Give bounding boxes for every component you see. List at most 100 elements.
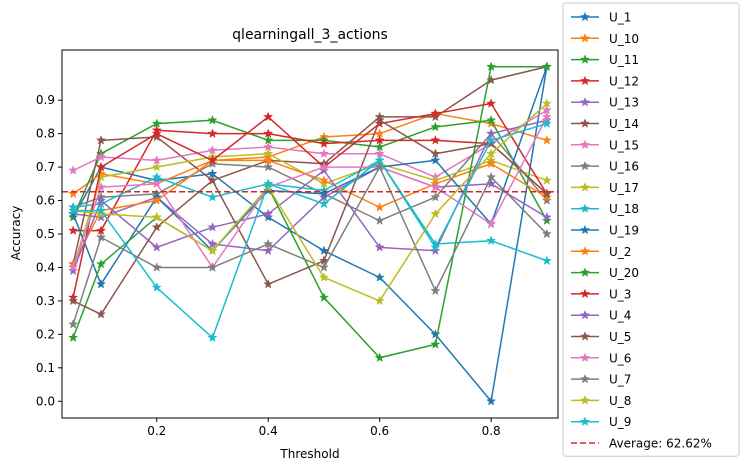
- legend-marker: [579, 245, 591, 256]
- legend-item-U_15: U_15: [571, 138, 639, 152]
- legend-label: U_13: [609, 96, 639, 110]
- y-tick-label: 0.6: [36, 194, 55, 208]
- y-tick-label: 0.0: [36, 394, 55, 408]
- data-point: [318, 245, 329, 256]
- data-point: [263, 278, 274, 289]
- data-point: [95, 232, 107, 242]
- legend-marker: [579, 331, 591, 341]
- data-point: [207, 114, 218, 125]
- data-point: [430, 121, 441, 132]
- data-point: [207, 175, 218, 185]
- series-line: [72, 65, 547, 359]
- data-point: [95, 205, 107, 215]
- legend-label: U_15: [609, 138, 639, 152]
- data-point: [541, 175, 552, 185]
- data-point: [95, 135, 107, 145]
- legend-label: U_1: [609, 11, 631, 25]
- data-point: [486, 218, 497, 229]
- data-point: [207, 191, 218, 202]
- data-point: [68, 165, 79, 175]
- series-line: [72, 119, 548, 316]
- legend-label: U_10: [609, 32, 639, 46]
- data-point: [95, 308, 107, 319]
- series-line: [73, 122, 548, 339]
- data-point: [151, 128, 162, 138]
- data-point: [541, 215, 552, 225]
- data-point: [263, 161, 274, 172]
- legend-label: U_3: [609, 287, 631, 301]
- data-point: [318, 138, 329, 148]
- y-tick-label: 0.1: [36, 361, 55, 375]
- data-point: [541, 191, 552, 202]
- data-point: [68, 225, 79, 235]
- data-point: [263, 111, 274, 122]
- legend-label: U_16: [609, 160, 639, 174]
- legend-label: U_11: [609, 53, 639, 67]
- legend-item-U_11: U_11: [571, 53, 639, 67]
- data-point: [486, 114, 497, 125]
- data-point: [374, 295, 385, 306]
- data-point: [486, 395, 497, 406]
- data-point: [68, 295, 79, 306]
- data-point: [374, 135, 385, 145]
- data-point: [430, 108, 441, 118]
- data-point: [151, 195, 162, 205]
- data-point: [541, 118, 552, 128]
- data-point: [486, 171, 497, 182]
- legend-item-U_8: U_8: [571, 394, 631, 408]
- legend-marker: [579, 182, 591, 192]
- data-point: [486, 235, 497, 245]
- data-point: [151, 262, 162, 272]
- y-tick-label: 0.7: [36, 160, 55, 174]
- chart-title: qlearningall_3_actions: [232, 27, 388, 43]
- data-point: [318, 272, 329, 282]
- legend-label: U_2: [609, 245, 631, 259]
- series-line: [72, 132, 548, 222]
- data-point: [541, 61, 552, 72]
- legend-marker: [579, 309, 591, 320]
- data-point: [95, 151, 107, 162]
- legend-label: U_7: [609, 373, 631, 387]
- legend-marker: [579, 96, 591, 107]
- series-line: [72, 159, 548, 265]
- x-axis-label: Threshold: [279, 447, 339, 461]
- plot-area: 0.2 0.4 0.6 0.8 0.0 0.1 0.2 0.3 0.4 0.5 0.6 0.7 0.8 0…: [36, 49, 559, 438]
- series-line: [73, 159, 548, 262]
- data-point: [207, 262, 218, 272]
- series-line: [72, 166, 548, 325]
- series-line: [73, 102, 548, 302]
- data-point: [263, 128, 274, 138]
- data-point: [151, 161, 162, 172]
- legend-label: U_9: [609, 415, 631, 429]
- data-point: [318, 161, 329, 172]
- series-U_5: [68, 114, 552, 319]
- x-tick-label: 0.8: [482, 424, 501, 438]
- series-line: [72, 112, 548, 195]
- y-tick-label: 0.9: [36, 93, 55, 107]
- legend-box: [562, 2, 740, 457]
- x-tick-label: 0.4: [259, 424, 278, 438]
- y-tick-label: 0.4: [36, 260, 55, 274]
- data-point: [95, 208, 107, 219]
- y-axis-label: Accuracy: [9, 206, 23, 261]
- data-point: [68, 188, 79, 199]
- series-U_9: [68, 118, 552, 343]
- legend-marker: [579, 118, 591, 128]
- legend-item-U_3: U_3: [571, 287, 631, 301]
- legend-label: U_20: [609, 266, 639, 280]
- data-point: [95, 195, 107, 205]
- legend-item-U_1: U_1: [571, 11, 631, 25]
- data-point: [430, 181, 441, 192]
- data-point: [95, 171, 107, 182]
- legend-item-U_14: U_14: [571, 117, 639, 131]
- data-point: [374, 114, 385, 125]
- legend-item-U_20: U_20: [571, 266, 639, 280]
- legend-label: U_17: [609, 181, 639, 195]
- series-line: [73, 166, 548, 252]
- data-point: [68, 265, 79, 276]
- data-point: [430, 329, 441, 339]
- legend-marker: [579, 288, 591, 299]
- legend-item-U_4: U_4: [571, 309, 631, 323]
- data-point: [374, 201, 385, 212]
- data-point: [430, 285, 441, 296]
